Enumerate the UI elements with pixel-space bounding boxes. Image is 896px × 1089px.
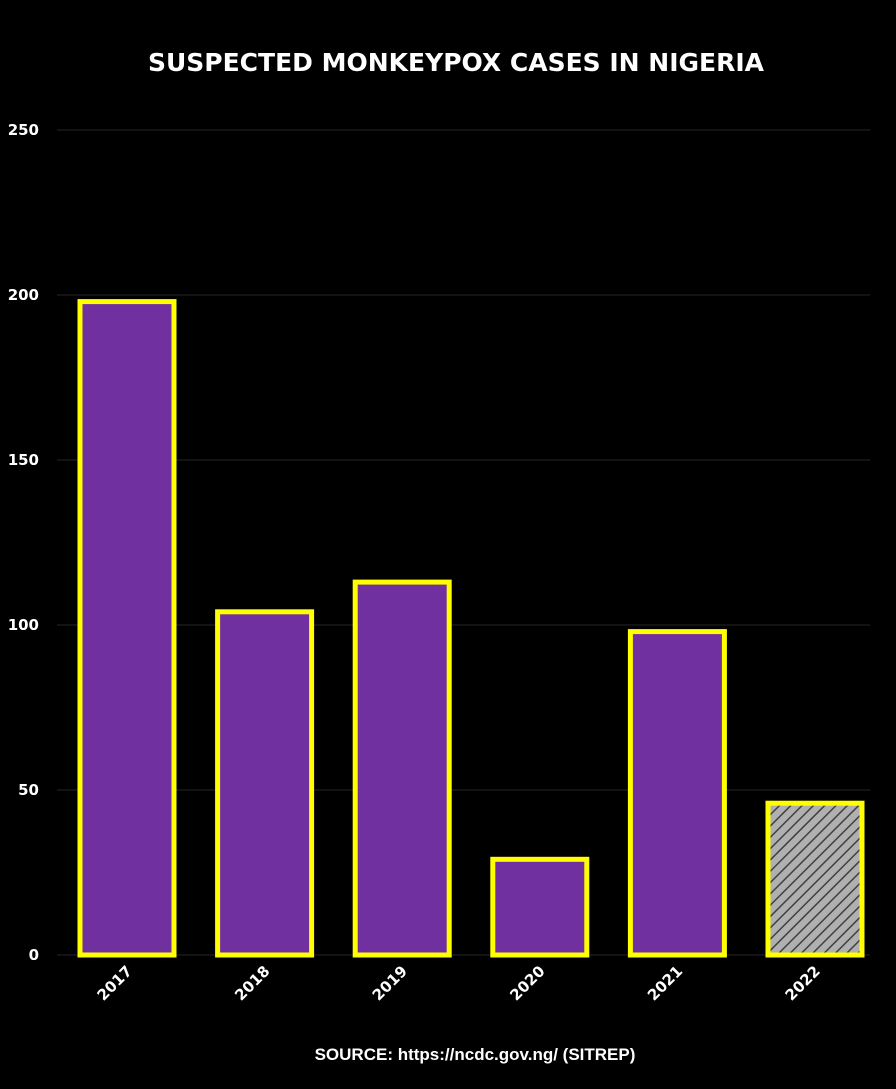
bar-2019 [352,579,452,958]
bar-2017 [77,299,177,958]
y-tick-label: 250 [8,121,39,139]
y-tick-label: 50 [18,781,39,799]
y-tick-label: 0 [29,946,39,964]
gridlines [57,129,870,956]
y-tick-label: 150 [8,451,39,469]
source-note: SOURCE: https://ncdc.gov.ng/ (SITREP) [315,1045,636,1064]
bars [77,299,865,958]
y-tick-label: 100 [8,616,39,634]
y-tick-label: 200 [8,286,39,304]
bar-2022 [765,800,865,958]
bar-2018 [215,609,315,958]
bar-2021 [627,629,727,958]
chart-title: SUSPECTED MONKEYPOX CASES IN NIGERIA [148,48,765,77]
bar-2020 [490,856,590,958]
y-axis-ticks: 0 50 100 150 200 250 [8,121,39,964]
